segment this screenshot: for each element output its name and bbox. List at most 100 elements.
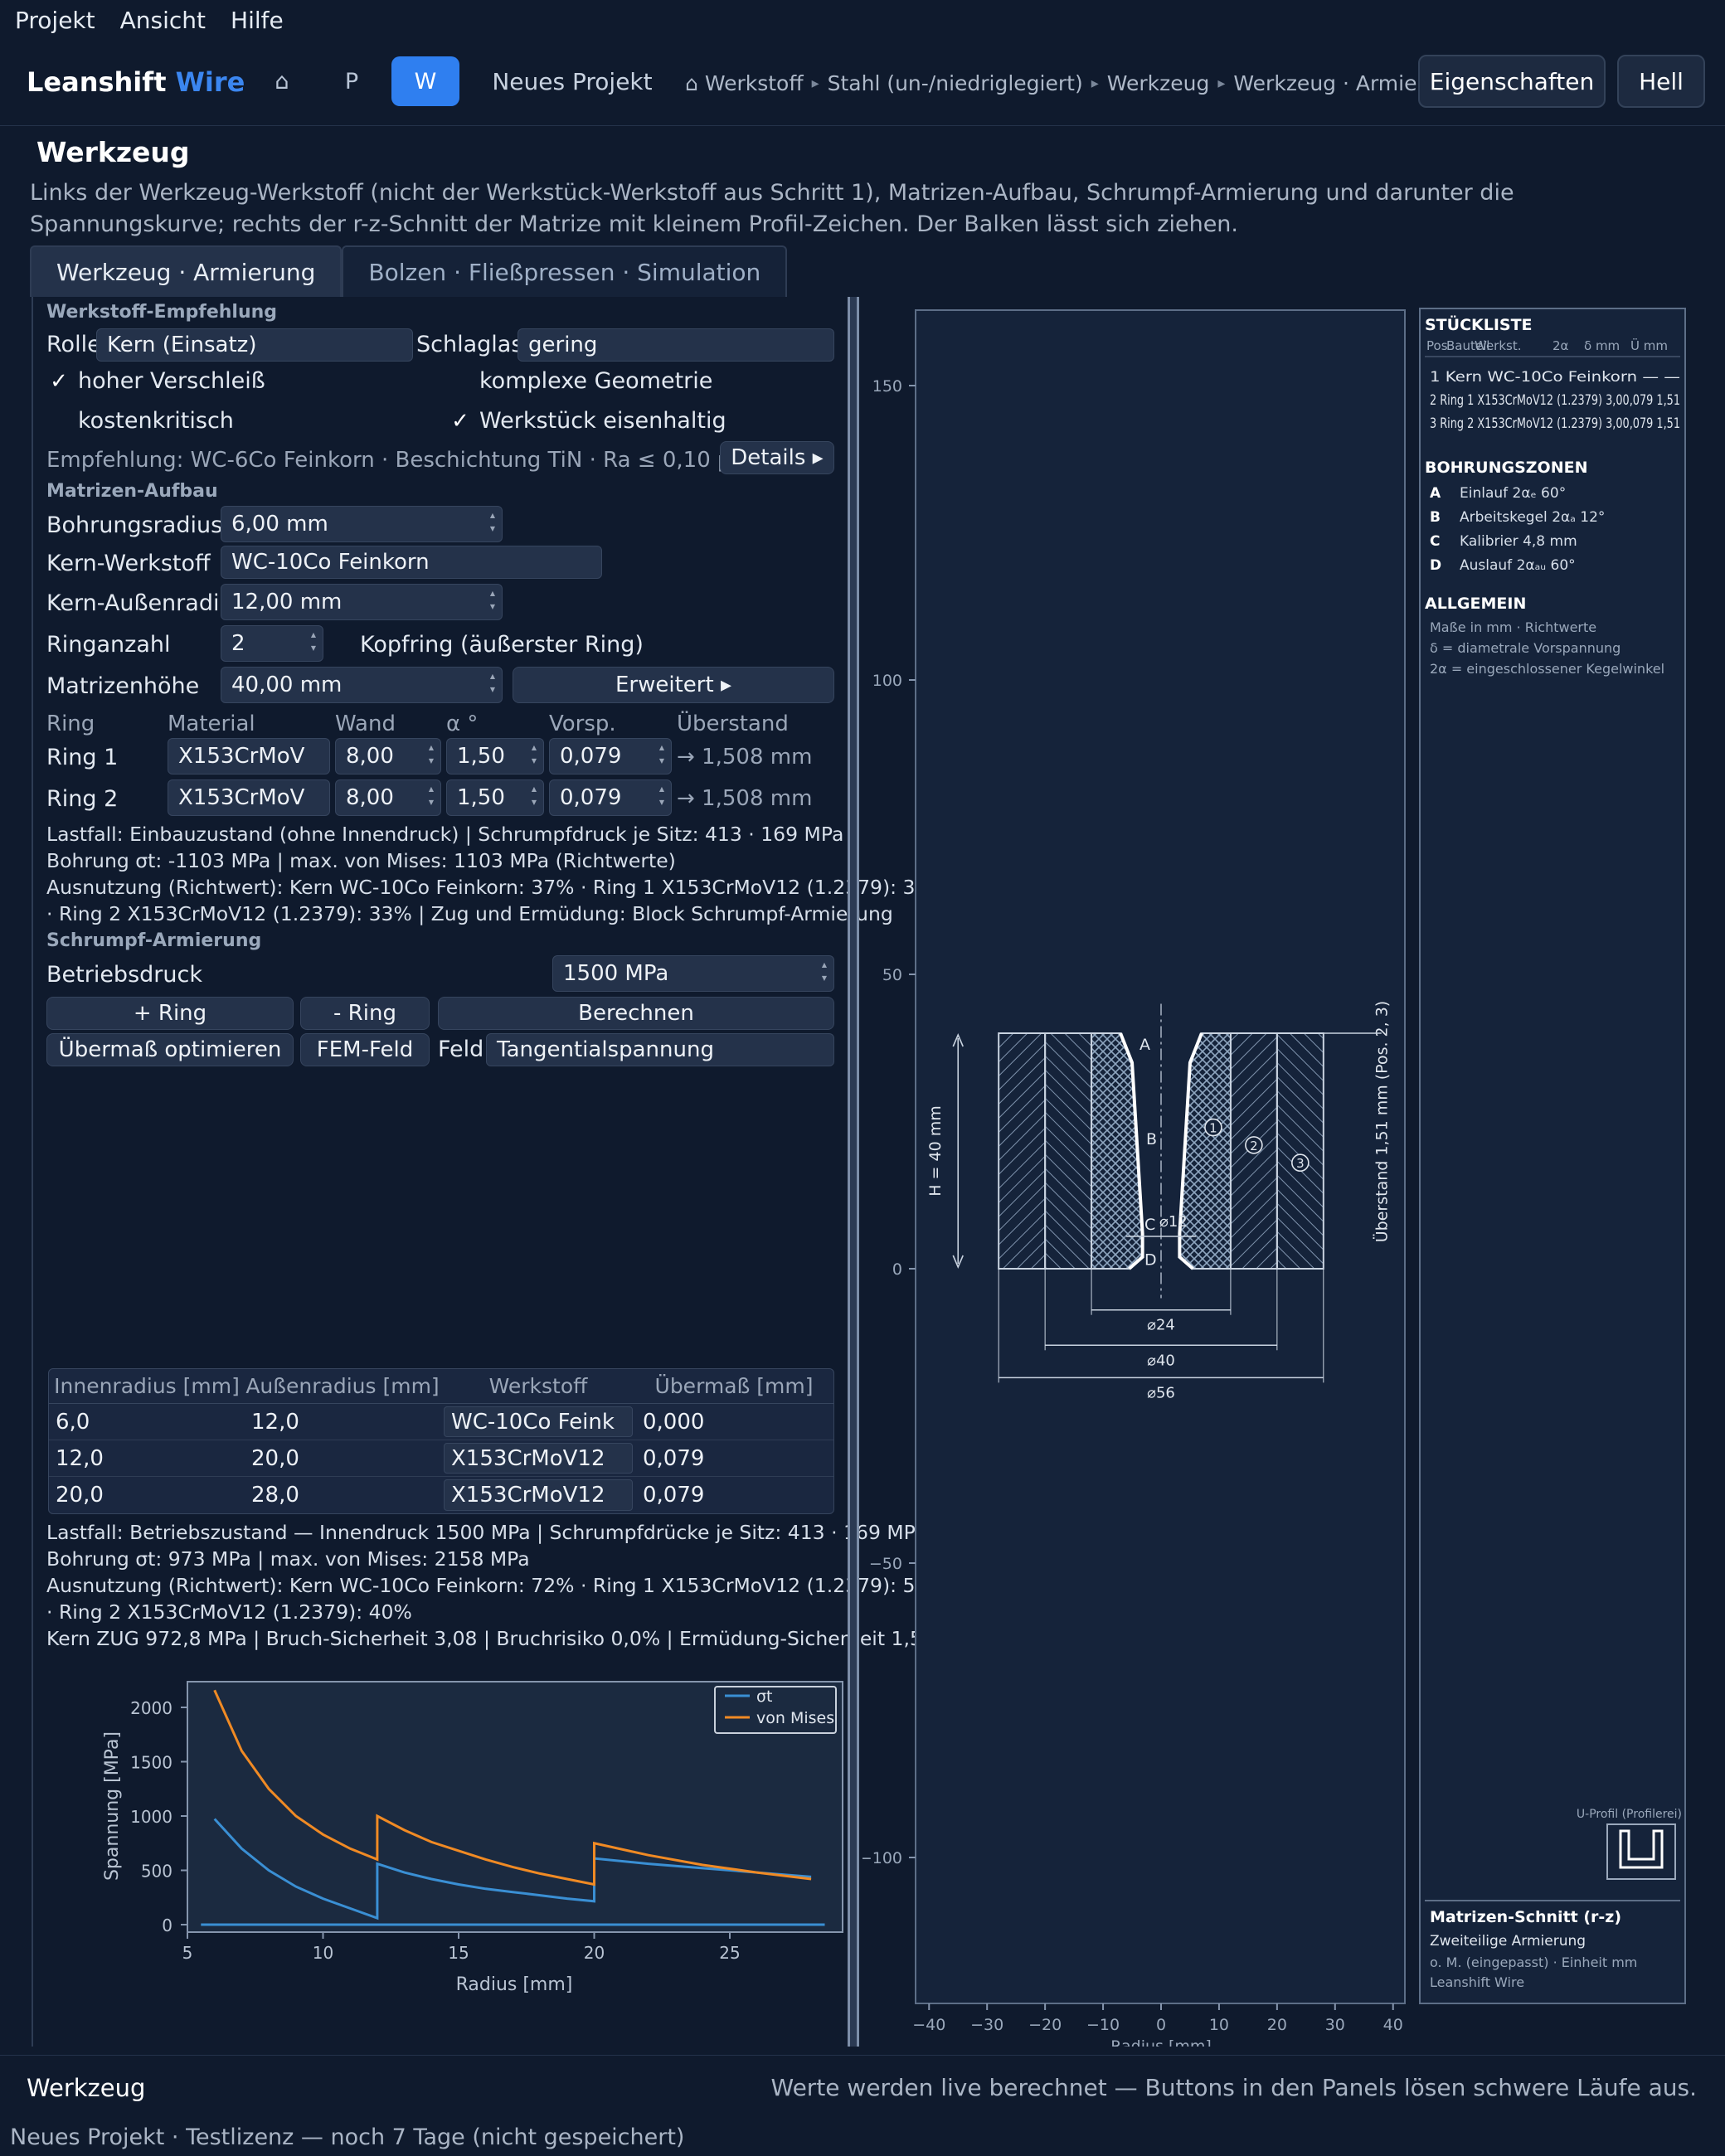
check-icon: ✓	[50, 368, 68, 394]
tab-bolzen[interactable]: Bolzen · Fließpressen · Simulation	[342, 245, 788, 297]
y-tick-label: 2000	[130, 1698, 172, 1718]
ring-vorsp-input[interactable]: 0,079 ▲ ▼	[549, 779, 672, 816]
crumb-3[interactable]: Werkzeug	[1106, 71, 1210, 95]
table-cell[interactable]: 6,0	[56, 1409, 90, 1435]
spinner-icon[interactable]: ▲ ▼	[489, 673, 496, 693]
bohr-input[interactable]: 6,00 mm ▲ ▼	[221, 506, 503, 542]
table-row[interactable]: 20,0 28,0 X153CrMoV12 0,079	[49, 1477, 833, 1513]
breadcrumb: ⌂ Werkstoff ▸ Stahl (un-/niedriglegiert)…	[685, 71, 1465, 95]
ring-count-input[interactable]: 2 ▲ ▼	[221, 625, 323, 662]
ring-wand-input[interactable]: 8,00 ▲ ▼	[335, 738, 441, 775]
checkbox-geometrie[interactable]: komplexe Geometrie	[479, 368, 713, 394]
table-cell[interactable]: 28,0	[251, 1483, 299, 1508]
table-cell[interactable]: WC-10Co Feink	[444, 1406, 633, 1437]
ring-vorsp-input[interactable]: 0,079 ▲ ▼	[549, 738, 672, 775]
druck-label: Betriebsdruck	[46, 962, 202, 988]
details-button[interactable]: Details ▸	[720, 441, 834, 474]
position-balloon	[1291, 1153, 1310, 1172]
druck-input[interactable]: 1500 MPa ▲ ▼	[552, 955, 834, 992]
ring-material-select[interactable]: X153CrMoV	[168, 738, 330, 775]
menu-projekt[interactable]: Projekt	[15, 6, 95, 34]
table-cell[interactable]: 12,0	[56, 1445, 104, 1471]
hoehe-input[interactable]: 40,00 mm ▲ ▼	[221, 667, 503, 703]
checkbox-kopfring[interactable]: Kopfring (äußerster Ring)	[360, 632, 644, 658]
header-cell: Außenradius [mm]	[245, 1374, 440, 1398]
y-tick-label: 50	[882, 966, 902, 984]
table-row[interactable]: 6,0 12,0 WC-10Co Feink 0,000	[49, 1404, 833, 1440]
feld-select[interactable]: Tangentialspannung	[486, 1033, 834, 1066]
table-row[interactable]: 12,0 20,0 X153CrMoV12 0,079	[49, 1440, 833, 1477]
diameter-label: ⌀56	[1147, 1384, 1175, 1401]
x-tick-label: 40	[1383, 2016, 1403, 2034]
crumb-1[interactable]: ⌂ Werkstoff	[685, 71, 804, 95]
optimize-button[interactable]: Übermaß optimieren	[46, 1033, 294, 1066]
spinner-icon[interactable]: ▲ ▼	[531, 744, 537, 765]
ring-alpha-input[interactable]: 1,50 ▲ ▼	[446, 779, 544, 816]
theme-button[interactable]: Hell	[1617, 55, 1705, 108]
y-tick-label: 0	[892, 1260, 902, 1279]
checkbox-kosten[interactable]: kostenkritisch	[78, 408, 234, 434]
tab-werkzeug[interactable]: Werkzeug · Armierung	[30, 245, 343, 297]
remove-ring-button[interactable]: - Ring	[300, 997, 430, 1030]
crumb-sep-icon: ▸	[1217, 75, 1226, 92]
ring-alpha-input[interactable]: 1,50 ▲ ▼	[446, 738, 544, 775]
spinner-icon[interactable]: ▲ ▼	[821, 961, 828, 982]
drawing-frame	[915, 309, 1406, 2004]
checkbox-eisen[interactable]: ✓ Werkstück eisenhaltig	[449, 408, 726, 434]
check-icon: ✓	[451, 408, 469, 434]
table-cell[interactable]: 12,0	[251, 1409, 299, 1435]
result-line: Kern ZUG 972,8 MPa | Bruch-Sicherheit 3,…	[46, 1627, 935, 1650]
new-project-button[interactable]: Neues Projekt	[492, 67, 653, 95]
series-line-0	[213, 1818, 812, 1920]
table-header: Innenradius [mm] Außenradius [mm] Werkst…	[49, 1369, 833, 1404]
arrow-icon	[952, 1032, 964, 1270]
table-cell[interactable]: 0,079	[643, 1483, 705, 1508]
add-ring-button[interactable]: + Ring	[46, 997, 294, 1030]
spinner-icon[interactable]: ▲ ▼	[531, 785, 537, 806]
erweitert-button[interactable]: Erweitert ▸	[513, 667, 834, 703]
legend-box	[714, 1686, 837, 1734]
menu-hilfe[interactable]: Hilfe	[231, 6, 284, 34]
ring-row-label: Ring 2	[46, 786, 119, 812]
table-cell[interactable]: X153CrMoV12	[444, 1479, 633, 1511]
x-tick-label: −30	[970, 2016, 1003, 2034]
properties-button[interactable]: Eigenschaften	[1418, 55, 1606, 108]
ring-material-select[interactable]: X153CrMoV	[168, 779, 330, 816]
nav-w-button[interactable]: W	[391, 56, 459, 106]
crumb-2[interactable]: Stahl (un-/niedriglegiert)	[827, 71, 1083, 95]
spinner-icon[interactable]: ▲ ▼	[489, 512, 496, 532]
bom-frame	[1419, 308, 1686, 2004]
y-tick-label: 100	[872, 672, 902, 690]
table-cell[interactable]: 0,000	[643, 1409, 705, 1435]
calculate-button[interactable]: Berechnen	[438, 997, 834, 1030]
table-cell[interactable]: 0,079	[643, 1445, 705, 1471]
kernw-label: Kern-Werkstoff	[46, 551, 211, 576]
table-cell[interactable]: 20,0	[56, 1483, 104, 1508]
nav-p-button[interactable]: P	[344, 68, 359, 95]
spinner-icon[interactable]: ▲ ▼	[489, 590, 496, 610]
table-cell[interactable]: 20,0	[251, 1445, 299, 1471]
spinner-icon[interactable]: ▲ ▼	[428, 744, 435, 765]
col-material: Material	[168, 711, 255, 736]
footer: Werkzeug Werte werden live berechnet — B…	[0, 2055, 1725, 2121]
spinner-icon[interactable]: ▲ ▼	[658, 785, 665, 806]
titleblock-sub: Zweiteilige Armierung	[1430, 1933, 1586, 1950]
kernr-input[interactable]: 12,00 mm ▲ ▼	[221, 584, 503, 620]
height-label: H = 40 mm	[926, 1105, 945, 1197]
rolle-select[interactable]: Kern (Einsatz)	[96, 328, 413, 362]
zones-title: BOHRUNGSZONEN	[1425, 459, 1588, 477]
schlag-select[interactable]: gering	[518, 328, 834, 362]
footer-title: Werkzeug	[27, 2074, 146, 2102]
table-cell[interactable]: X153CrMoV12	[444, 1443, 633, 1474]
splitter-handle[interactable]	[848, 297, 859, 2047]
fem-button[interactable]: FEM-Feld	[300, 1033, 430, 1066]
spinner-icon[interactable]: ▲ ▼	[658, 744, 665, 765]
bom-header: Ü mm	[1630, 337, 1668, 353]
home-icon[interactable]: ⌂	[275, 68, 289, 95]
spinner-icon[interactable]: ▲ ▼	[428, 785, 435, 806]
menu-ansicht[interactable]: Ansicht	[119, 6, 207, 34]
kernw-select[interactable]: WC-10Co Feinkorn	[221, 546, 602, 579]
checkbox-verschleiss[interactable]: ✓ hoher Verschleiß	[48, 368, 265, 394]
ring-wand-input[interactable]: 8,00 ▲ ▼	[335, 779, 441, 816]
spinner-icon[interactable]: ▲ ▼	[310, 631, 317, 652]
